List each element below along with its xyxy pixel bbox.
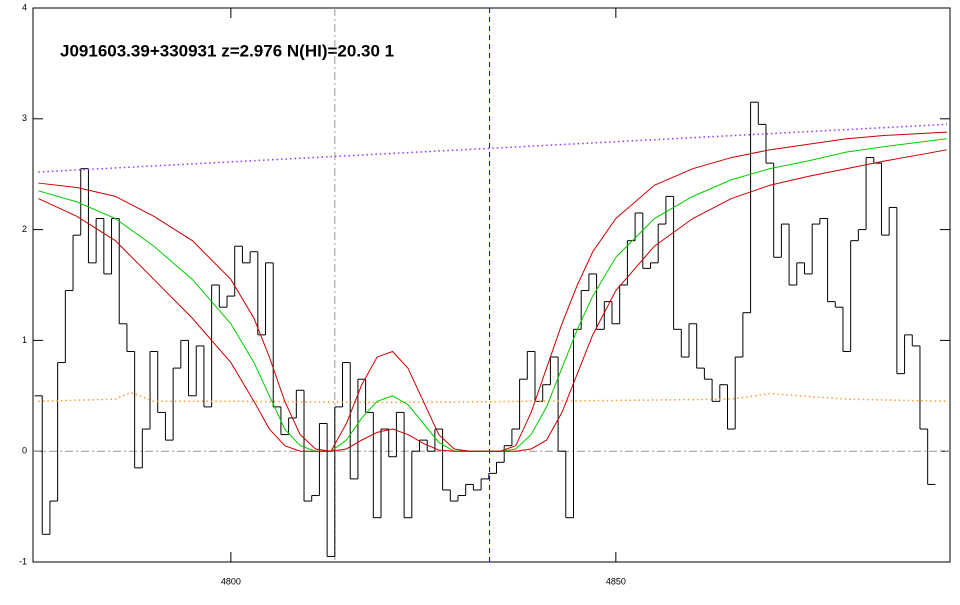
y-tick-label: 0	[22, 446, 27, 456]
y-tick-label: 4	[22, 2, 27, 12]
y-tick-label: 2	[22, 224, 27, 234]
y-tick-label: 3	[22, 113, 27, 123]
series-line	[38, 149, 948, 452]
y-tick-label: 1	[22, 335, 27, 345]
series-line	[38, 391, 947, 404]
y-tick-label: -1	[19, 556, 27, 566]
plot-frame	[32, 7, 951, 563]
x-tick-label: 4850	[606, 576, 626, 586]
series-line	[38, 138, 947, 452]
series-line	[38, 131, 947, 452]
chart-title: J091603.39+330931 z=2.976 N(HI)=20.30 1	[60, 41, 394, 60]
x-tick-label: 4800	[221, 576, 241, 586]
series-line	[38, 123, 947, 173]
